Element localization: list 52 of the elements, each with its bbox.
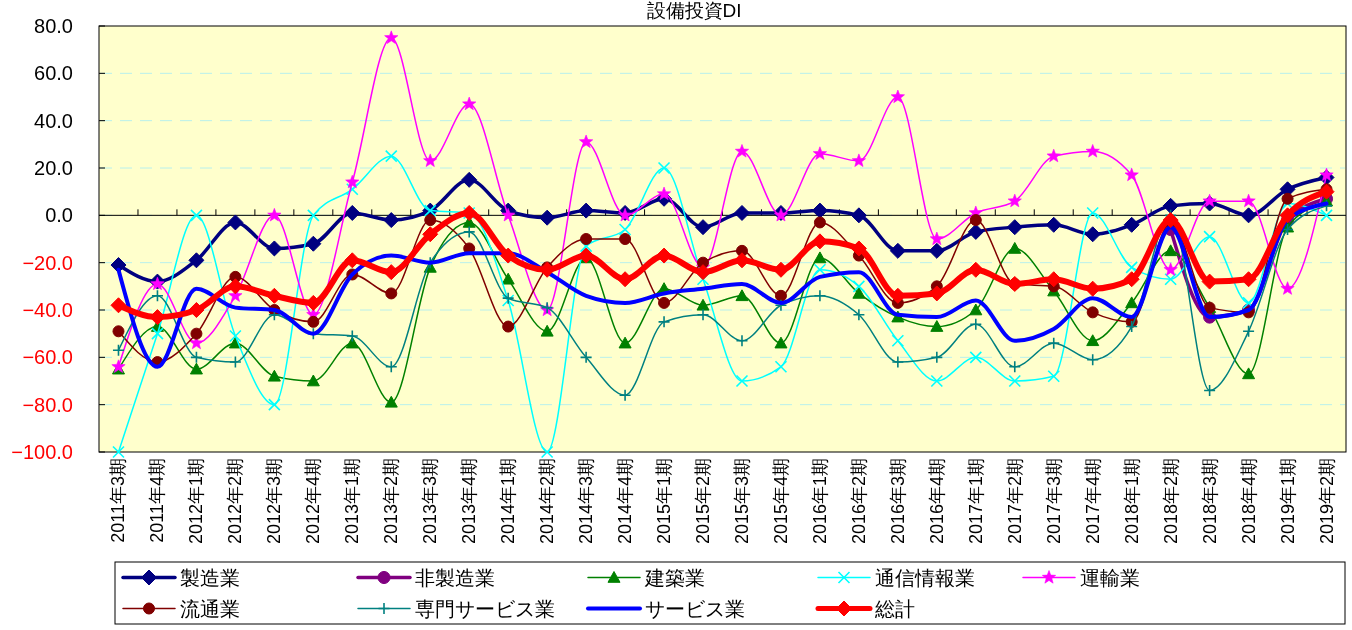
x-tick-label: 2016年4期 bbox=[926, 458, 947, 545]
y-tick-label: 0.0 bbox=[45, 204, 73, 227]
x-tick-label: 2015年3期 bbox=[732, 458, 752, 545]
x-tick-label: 2015年2期 bbox=[693, 458, 713, 545]
x-tick-label: 2014年3期 bbox=[576, 458, 597, 545]
legend-label: 総計 bbox=[875, 597, 915, 620]
x-tick-label: 2018年2期 bbox=[1160, 458, 1181, 545]
x-tick-label: 2016年3期 bbox=[887, 458, 908, 545]
x-tick-label: 2014年2期 bbox=[537, 458, 558, 545]
x-tick-label: 2018年1期 bbox=[1121, 458, 1142, 545]
x-tick-label: 2017年1期 bbox=[965, 458, 986, 545]
x-tick-label: 2012年1期 bbox=[186, 458, 207, 545]
x-tick-label: 2013年2期 bbox=[381, 458, 402, 545]
x-tick-label: 2013年1期 bbox=[342, 458, 363, 545]
x-tick-label: 2017年4期 bbox=[1082, 458, 1103, 545]
legend-label: 運輸業 bbox=[1080, 566, 1140, 589]
title: 設備投資DI bbox=[646, 0, 742, 21]
legend-label: 通信情報業 bbox=[875, 566, 975, 589]
x-tick-label: 2014年1期 bbox=[498, 458, 519, 545]
y-tick-label: −40.0 bbox=[22, 299, 73, 321]
x-tick-label: 2015年4期 bbox=[770, 458, 791, 545]
legend-label: 非製造業 bbox=[415, 566, 495, 589]
x-tick-label: 2017年2期 bbox=[1004, 458, 1025, 545]
y-tick-label: −20.0 bbox=[22, 251, 73, 274]
x-tick-label: 2013年4期 bbox=[459, 458, 480, 545]
legend-label: 流通業 bbox=[180, 597, 240, 620]
y-tick-label: 60.0 bbox=[34, 62, 73, 85]
x-tick-label: 2016年1期 bbox=[809, 458, 830, 545]
y-tick-label: 40.0 bbox=[34, 109, 73, 132]
y-tick-label: 20.0 bbox=[34, 157, 73, 179]
y-tick-label: −100.0 bbox=[11, 441, 73, 463]
x-tick-label: 2019年1期 bbox=[1277, 458, 1298, 545]
x-tick-label: 2012年3期 bbox=[264, 458, 285, 545]
x-tick-label: 2015年1期 bbox=[654, 458, 675, 545]
legend-label: 専門サービス業 bbox=[415, 597, 555, 620]
x-tick-label: 2014年4期 bbox=[615, 458, 636, 545]
x-tick-label: 2019年2期 bbox=[1316, 458, 1337, 545]
x-tick-label: 2012年4期 bbox=[303, 458, 324, 545]
x-tick-label: 2012年2期 bbox=[225, 458, 246, 545]
y-tick-label: −80.0 bbox=[22, 393, 73, 416]
legend-label: 建築業 bbox=[645, 566, 705, 589]
legend-label: サービス業 bbox=[645, 597, 745, 620]
x-tick-label: 2018年3期 bbox=[1199, 458, 1220, 545]
x-tick-label: 2017年3期 bbox=[1043, 458, 1064, 545]
y-tick-label: 80.0 bbox=[34, 15, 73, 37]
x-tick-label: 2011年3期 bbox=[108, 458, 129, 543]
legend-label: 製造業 bbox=[180, 566, 240, 589]
x-tick-label: 2016年2期 bbox=[848, 458, 869, 545]
x-tick-label: 2011年4期 bbox=[147, 458, 168, 543]
x-tick-label: 2018年4期 bbox=[1238, 458, 1259, 545]
x-tick-label: 2013年3期 bbox=[420, 458, 441, 545]
y-tick-label: −60.0 bbox=[22, 346, 73, 369]
